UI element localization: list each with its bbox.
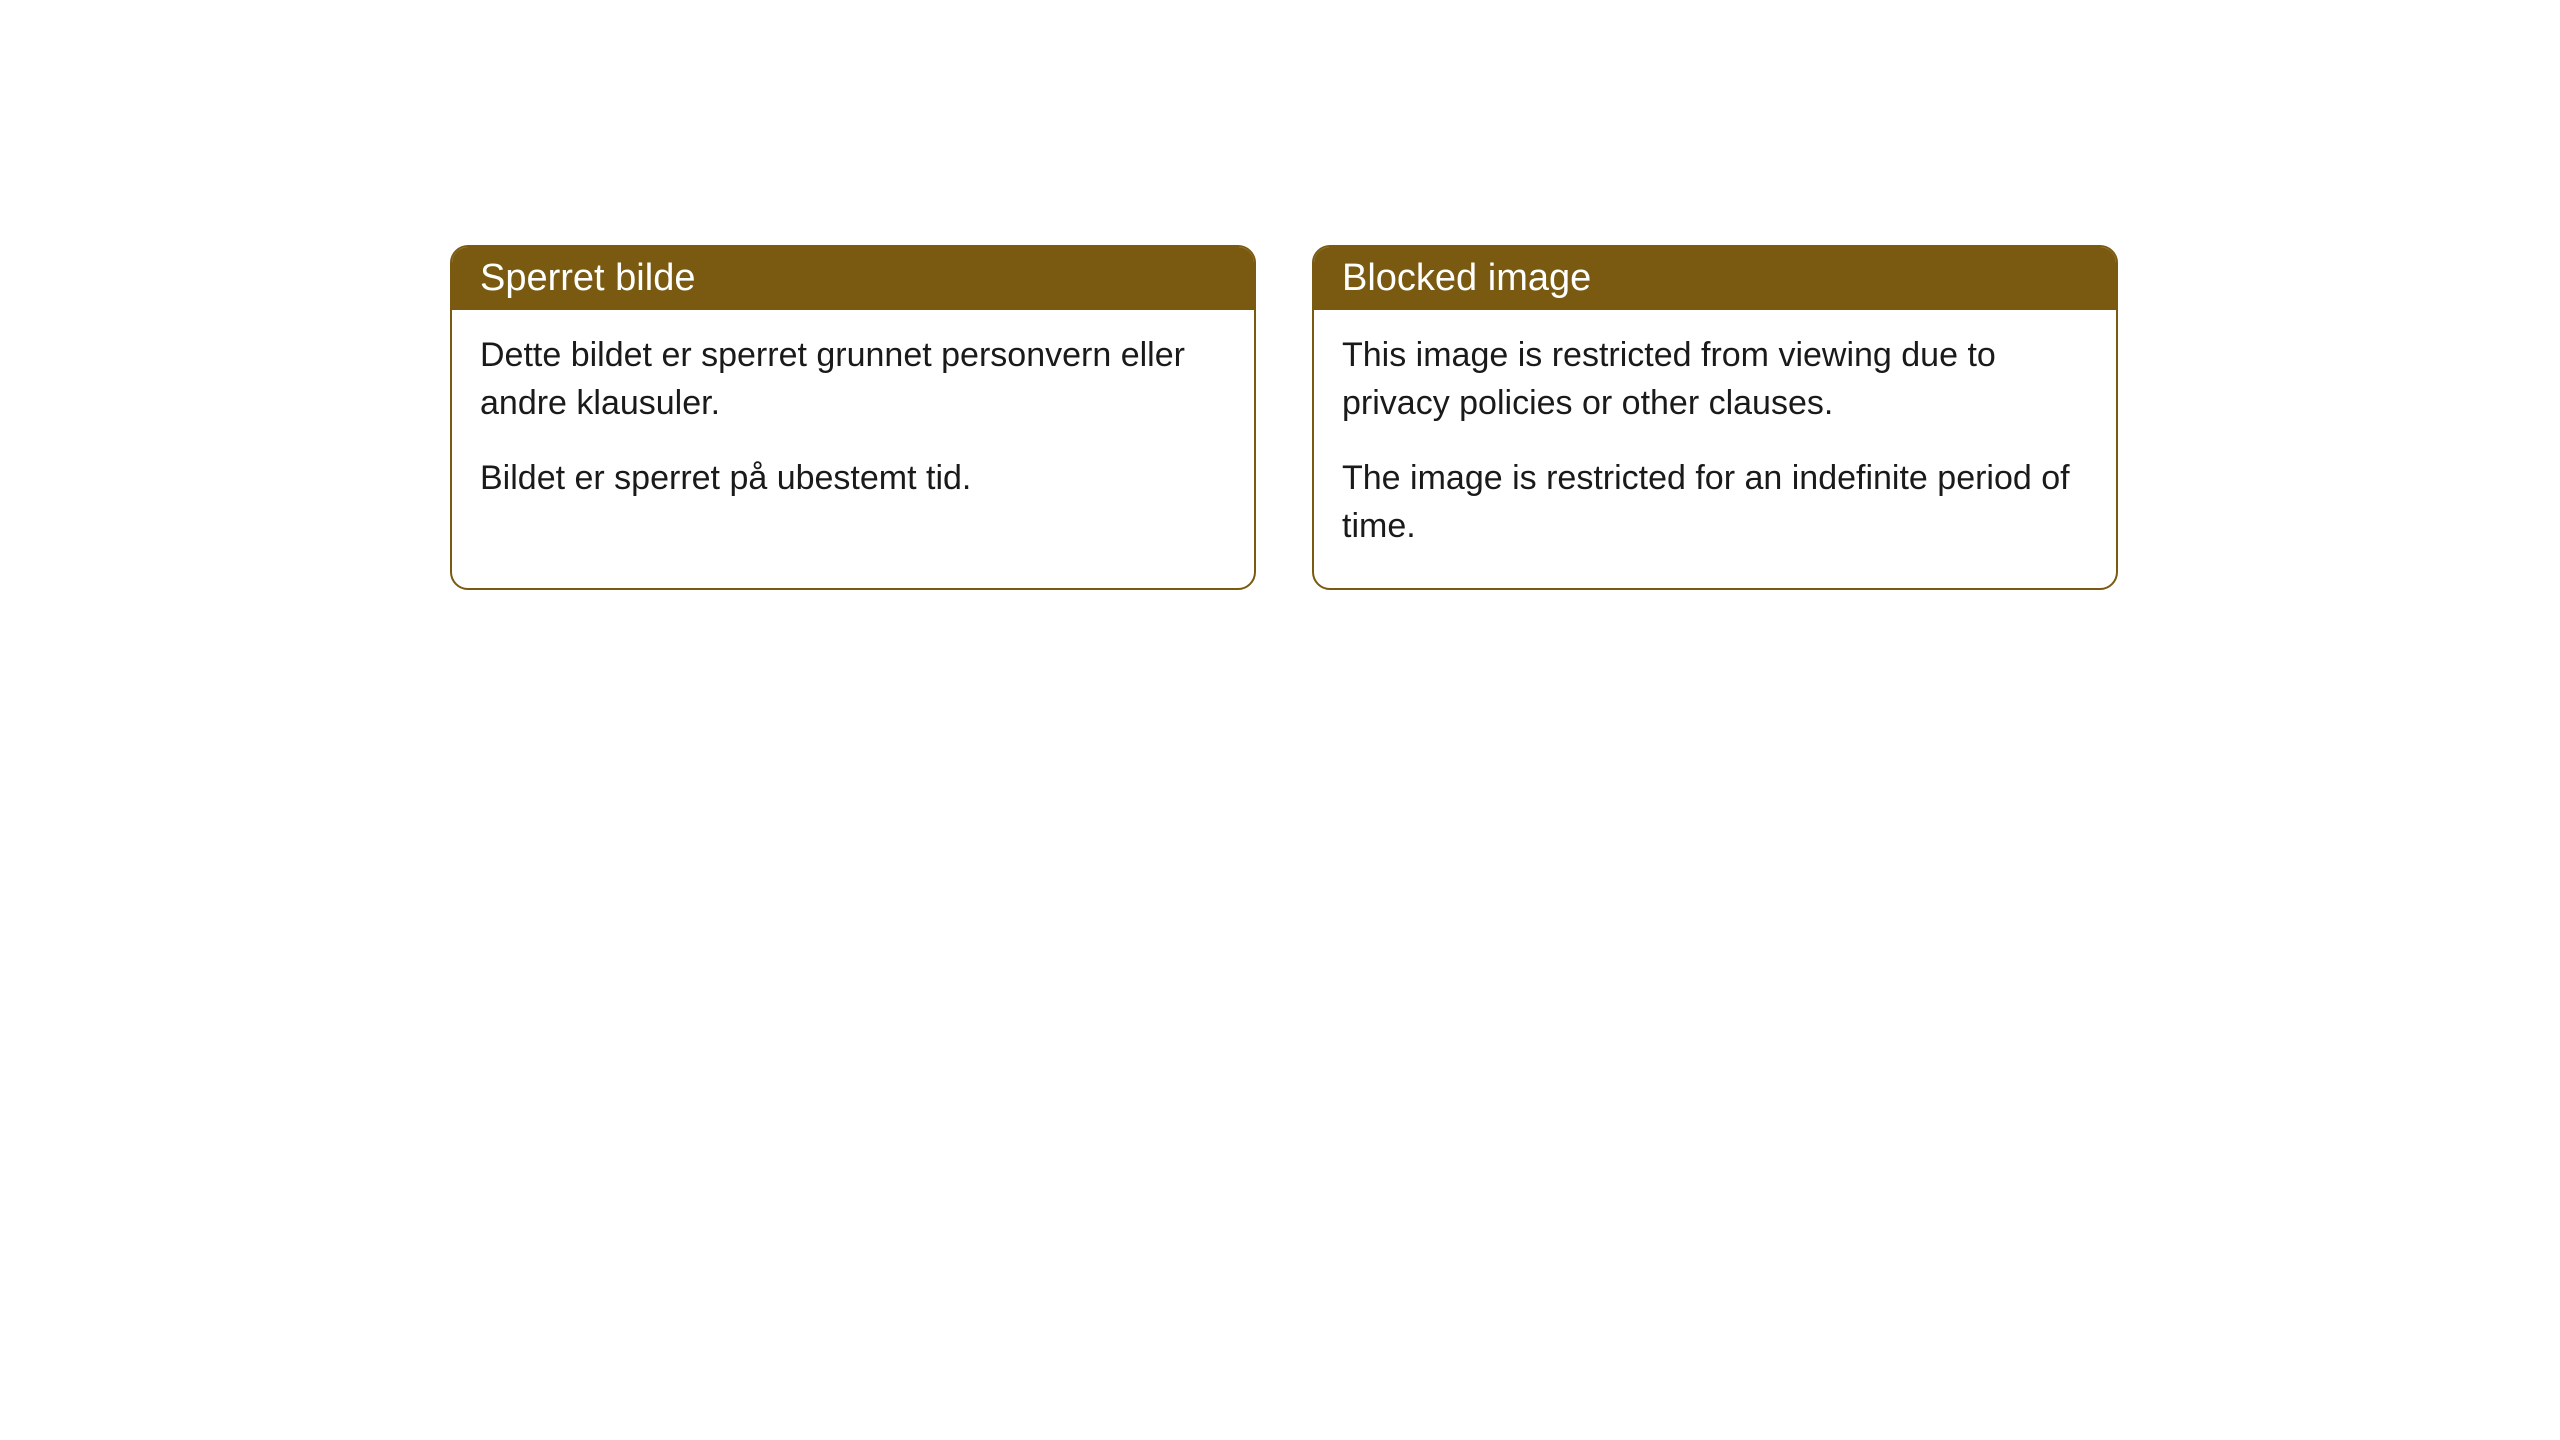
card-title-english: Blocked image xyxy=(1342,257,1591,299)
card-paragraph-2-norwegian: Bildet er sperret på ubestemt tid. xyxy=(480,455,1226,503)
cards-container: Sperret bilde Dette bildet er sperret gr… xyxy=(450,245,2118,590)
card-header-english: Blocked image xyxy=(1314,247,2116,310)
card-paragraph-1-norwegian: Dette bildet er sperret grunnet personve… xyxy=(480,332,1226,427)
card-title-norwegian: Sperret bilde xyxy=(480,257,695,299)
card-paragraph-1-english: This image is restricted from viewing du… xyxy=(1342,332,2088,427)
card-body-norwegian: Dette bildet er sperret grunnet personve… xyxy=(452,310,1254,541)
blocked-image-card-norwegian: Sperret bilde Dette bildet er sperret gr… xyxy=(450,245,1256,590)
card-header-norwegian: Sperret bilde xyxy=(452,247,1254,310)
card-paragraph-2-english: The image is restricted for an indefinit… xyxy=(1342,455,2088,550)
blocked-image-card-english: Blocked image This image is restricted f… xyxy=(1312,245,2118,590)
card-body-english: This image is restricted from viewing du… xyxy=(1314,310,2116,588)
